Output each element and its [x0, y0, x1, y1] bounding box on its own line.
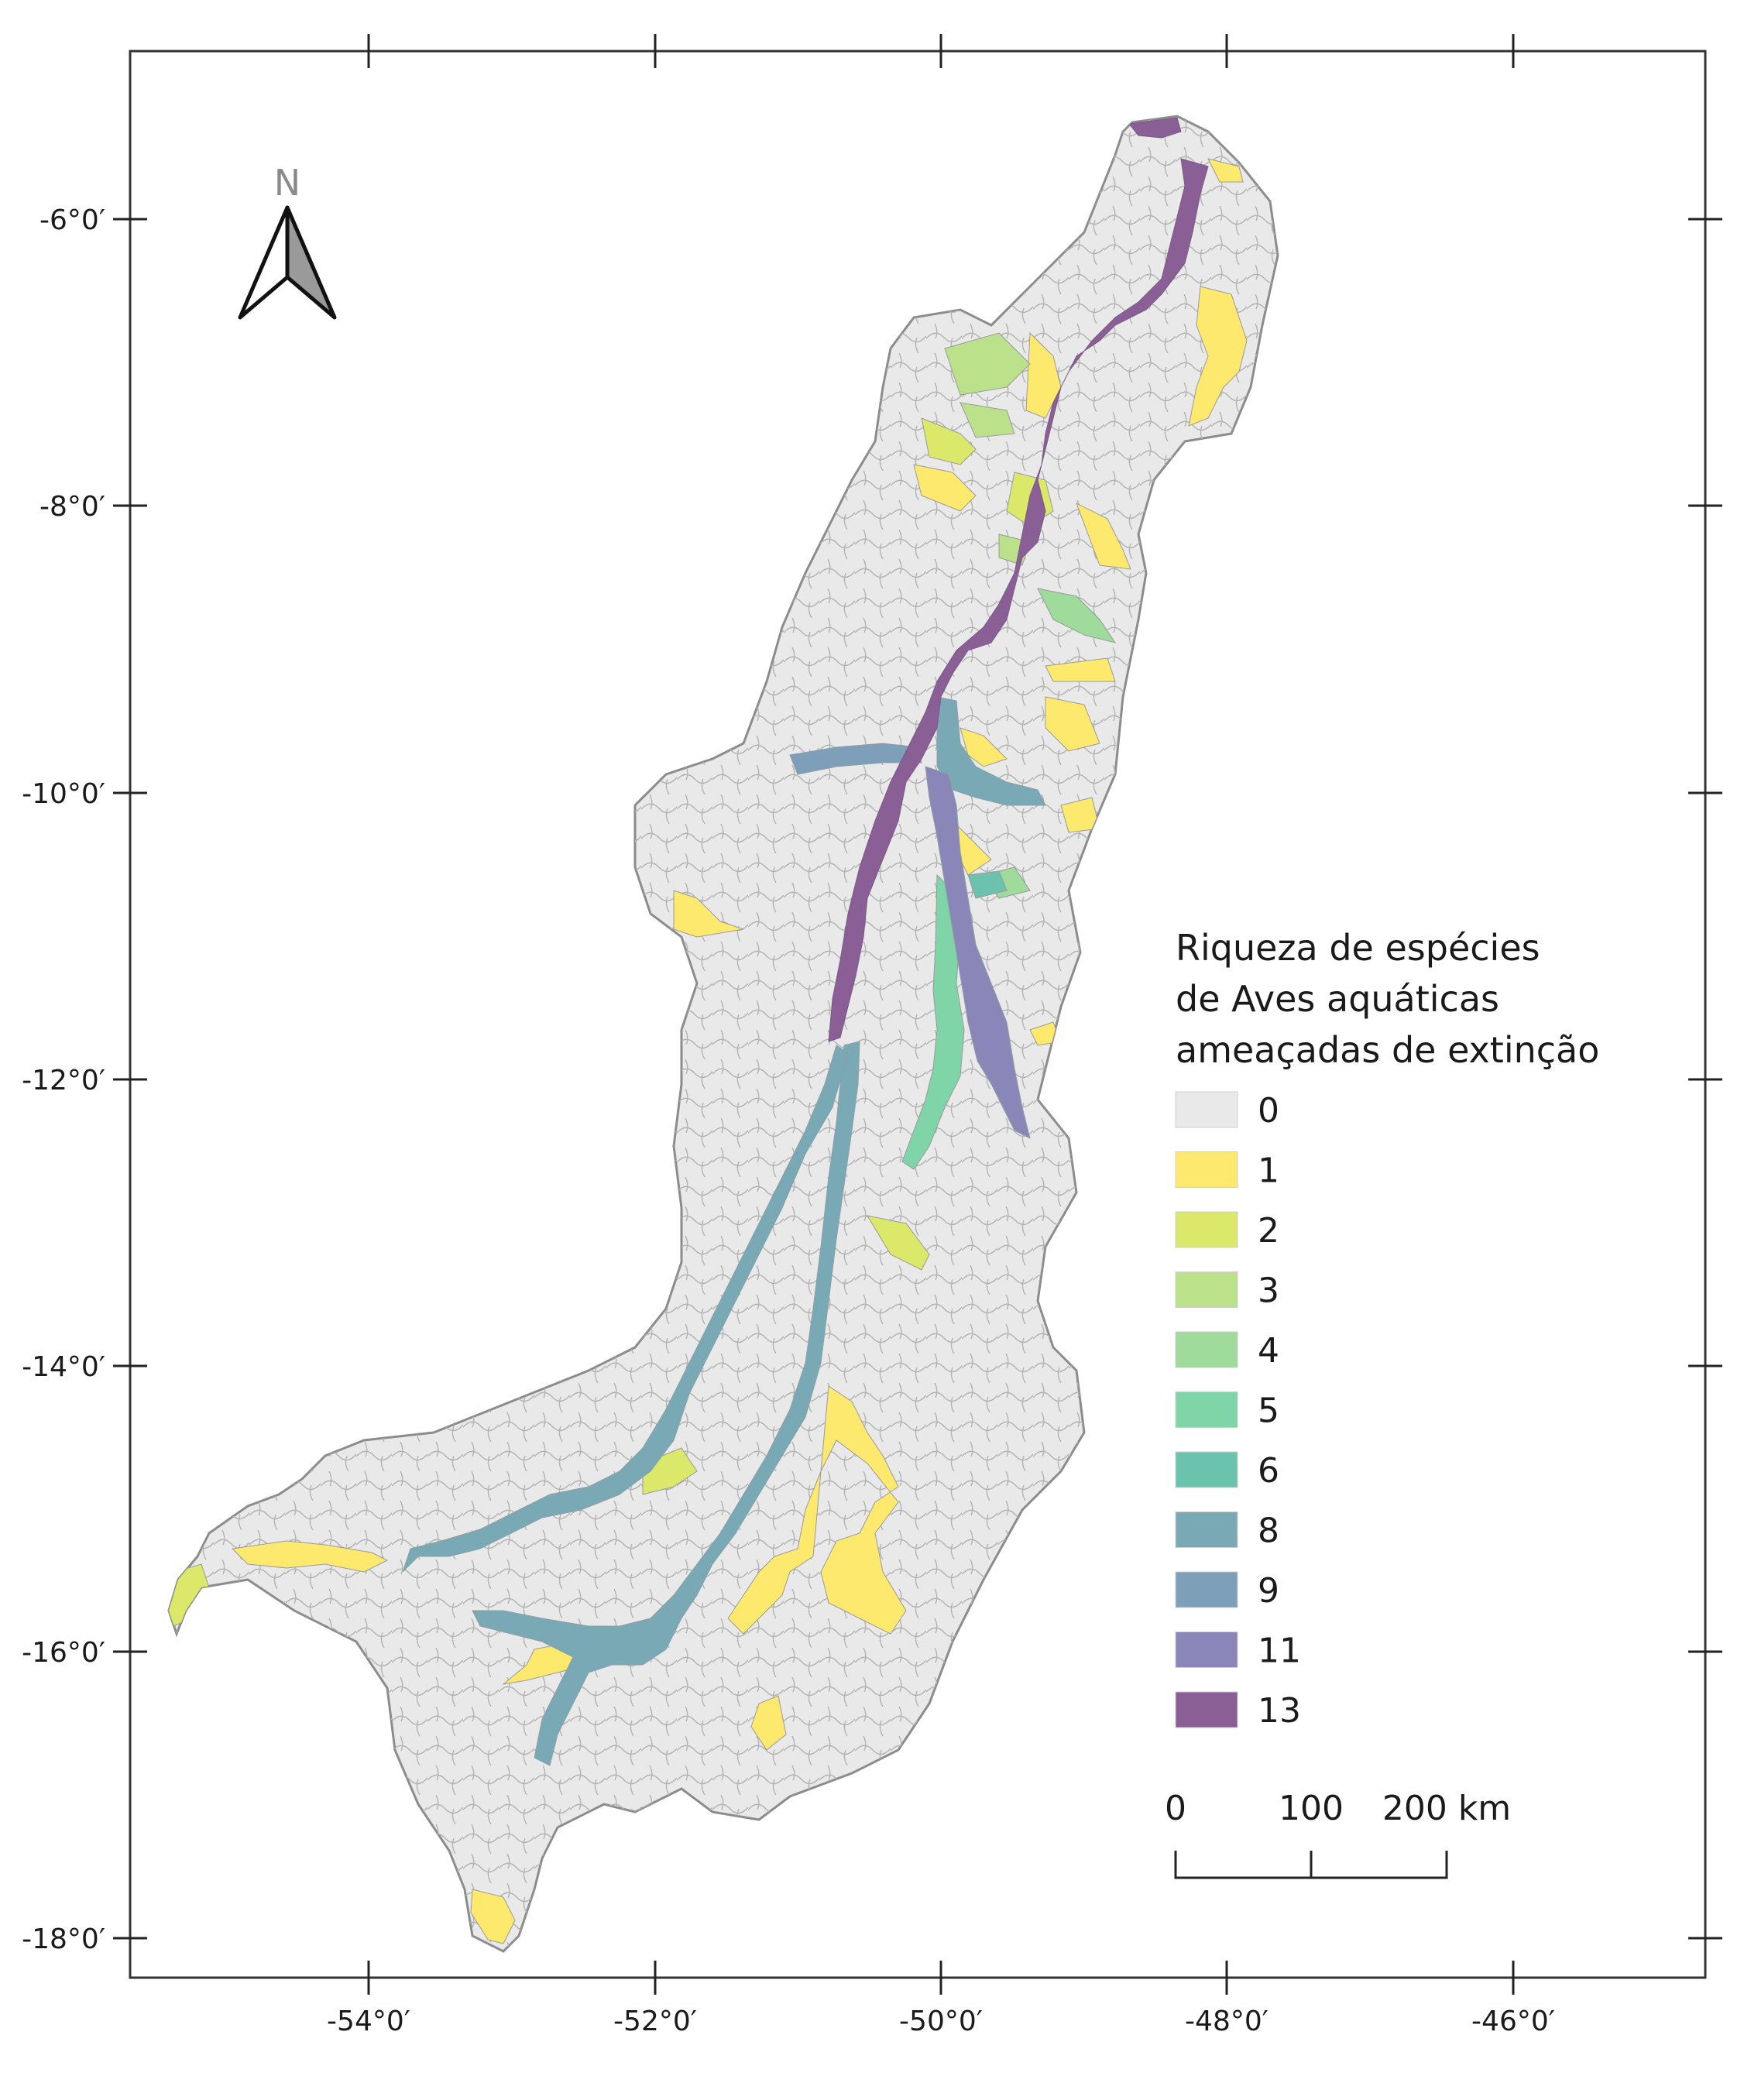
- legend-label: 6: [1258, 1451, 1279, 1491]
- legend-item: 3: [1175, 1271, 1279, 1311]
- richness-9-areas: [789, 743, 922, 775]
- legend-item: 1: [1175, 1151, 1279, 1191]
- lat-label: -8°0′: [39, 491, 105, 523]
- legend-swatch: [1175, 1151, 1238, 1188]
- richness-13-areas: [828, 117, 1209, 1042]
- richness-6-areas: [967, 870, 1008, 899]
- scale-label: 200 km: [1382, 1789, 1511, 1828]
- legend-swatch: [1175, 1391, 1238, 1428]
- legend-item: 5: [1175, 1391, 1279, 1431]
- lat-label: -14°0′: [22, 1351, 105, 1383]
- north-label: N: [274, 162, 300, 204]
- legend-swatch: [1175, 1451, 1238, 1488]
- scale-bar: 0 100 200 km: [1165, 1789, 1511, 1879]
- lat-label: -12°0′: [22, 1065, 105, 1096]
- legend-item: 11: [1175, 1632, 1301, 1671]
- lon-label: -46°0′: [1471, 2006, 1555, 2037]
- legend-swatch: [1175, 1331, 1238, 1368]
- legend-swatch: [1175, 1091, 1238, 1128]
- frame-ticks: [113, 34, 1722, 1995]
- lon-label: -48°0′: [1185, 2006, 1269, 2037]
- legend-swatch: [1175, 1512, 1238, 1548]
- legend-label: 3: [1258, 1271, 1279, 1311]
- lon-label: -54°0′: [327, 2006, 410, 2037]
- north-arrow-icon: N: [238, 162, 337, 320]
- richness-1-areas: [231, 158, 1248, 1944]
- scale-label: 100: [1279, 1789, 1344, 1828]
- lat-label: -10°0′: [22, 778, 105, 810]
- legend: Riqueza de espécies de Aves aquáticas am…: [1175, 927, 1599, 1731]
- legend-swatch: [1175, 1271, 1238, 1308]
- longitude-labels: -54°0′ -52°0′ -50°0′ -48°0′ -46°0′: [327, 2006, 1555, 2037]
- legend-label: 1: [1258, 1151, 1279, 1191]
- scale-label: 0: [1165, 1789, 1186, 1828]
- richness-11-areas: [925, 766, 1031, 1139]
- legend-item: 13: [1175, 1691, 1301, 1731]
- lat-label: -16°0′: [22, 1637, 105, 1669]
- latitude-labels: -6°0′ -8°0′ -10°0′ -12°0′ -14°0′ -16°0′ …: [22, 204, 105, 1955]
- legend-item: 9: [1175, 1571, 1279, 1611]
- legend-swatch: [1175, 1632, 1238, 1668]
- legend-swatch: [1175, 1691, 1238, 1728]
- legend-item: 2: [1175, 1211, 1279, 1251]
- legend-label: 0: [1258, 1091, 1279, 1131]
- scale-bar-line: [1174, 1851, 1448, 1879]
- legend-swatch: [1175, 1571, 1238, 1608]
- legend-label: 11: [1258, 1632, 1301, 1671]
- legend-label: 4: [1258, 1331, 1279, 1371]
- legend-label: 8: [1258, 1512, 1279, 1551]
- legend-title-line: de Aves aquáticas: [1176, 978, 1499, 1020]
- richness-5-areas: [901, 873, 965, 1170]
- legend-item: 8: [1175, 1512, 1279, 1551]
- legend-items: 0 1 2 3 4 5 6 8 9 11 13: [1175, 1091, 1301, 1731]
- legend-swatch: [1175, 1211, 1238, 1248]
- lon-label: -50°0′: [899, 2006, 983, 2037]
- lat-label: -6°0′: [39, 204, 105, 236]
- legend-item: 4: [1175, 1331, 1279, 1371]
- legend-item: 6: [1175, 1451, 1279, 1491]
- legend-label: 9: [1258, 1571, 1279, 1611]
- legend-title-line: ameaçadas de extinção: [1176, 1029, 1599, 1071]
- legend-label: 5: [1258, 1391, 1279, 1431]
- legend-item: 0: [1175, 1091, 1279, 1131]
- lon-label: -52°0′: [613, 2006, 697, 2037]
- legend-title-line: Riqueza de espécies: [1176, 927, 1540, 969]
- lat-label: -18°0′: [22, 1923, 105, 1955]
- legend-label: 13: [1258, 1691, 1301, 1731]
- legend-label: 2: [1258, 1211, 1279, 1251]
